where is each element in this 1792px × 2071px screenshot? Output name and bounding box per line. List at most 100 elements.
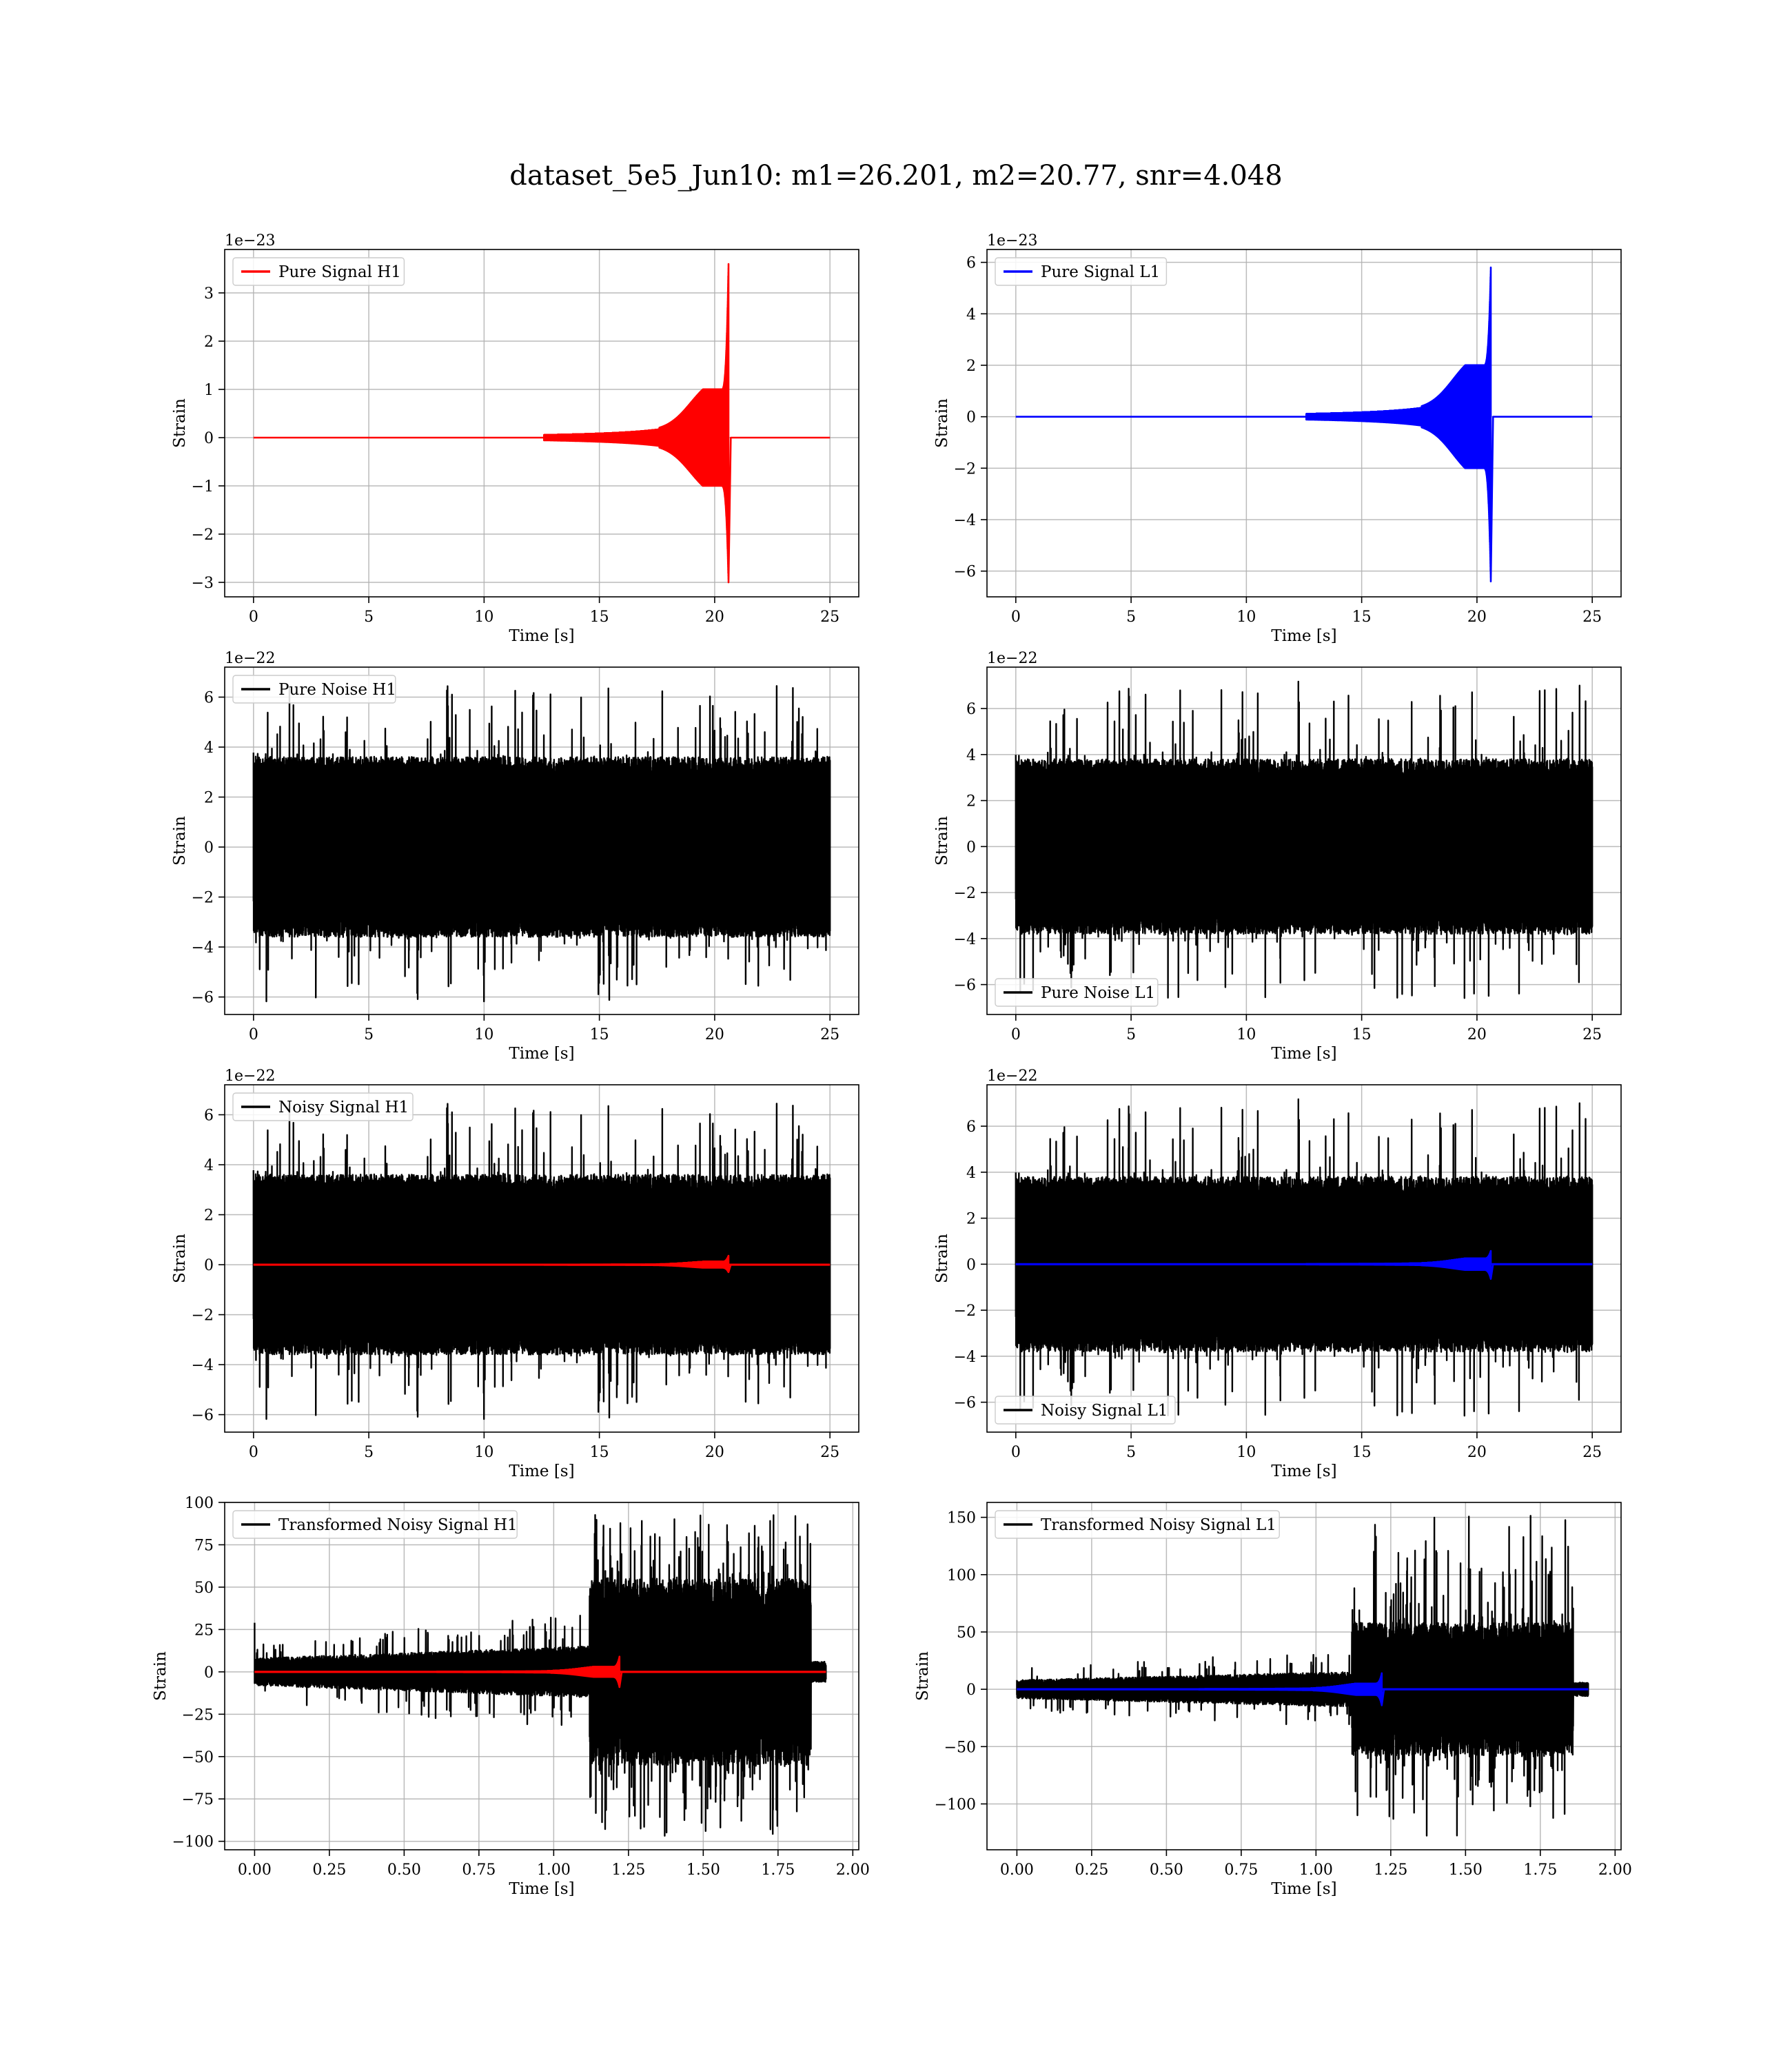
x-tick-label: 20 <box>1467 609 1487 626</box>
legend-entry: Noisy Signal H1 <box>278 1099 409 1116</box>
y-tick-label: 3 <box>204 285 214 303</box>
x-tick-label: 5 <box>364 609 374 626</box>
y-tick-label: 1 <box>204 382 214 399</box>
axis-offset-text: 1e−22 <box>987 650 1037 667</box>
x-tick-label: 0 <box>249 1026 258 1043</box>
y-tick-label: −2 <box>954 460 976 478</box>
x-tick-label: 0 <box>1011 1026 1021 1043</box>
x-axis-label: Time [s] <box>1271 1462 1336 1480</box>
x-tick-label: 20 <box>1467 1444 1487 1461</box>
legend-box <box>232 675 396 704</box>
y-tick-label: 6 <box>966 1119 976 1136</box>
series-line-transformed-noisy-signal-h1 <box>254 1514 827 1837</box>
x-tick-label: 0 <box>1011 609 1021 626</box>
figure-title: dataset_5e5_Jun10: m1=26.201, m2=20.77, … <box>509 160 1282 192</box>
x-tick-label: 0 <box>249 1444 258 1461</box>
legend-entry: Pure Signal H1 <box>278 263 401 281</box>
x-tick-label: 0.00 <box>1000 1861 1034 1879</box>
x-tick-label: 1.00 <box>1299 1861 1333 1879</box>
x-tick-label: 5 <box>1126 1444 1136 1461</box>
axis-offset-text: 1e−22 <box>225 1068 275 1085</box>
x-tick-label: 25 <box>820 609 839 626</box>
y-tick-label: 4 <box>204 739 214 757</box>
y-tick-label: 50 <box>194 1580 214 1597</box>
x-tick-label: 15 <box>1352 609 1372 626</box>
y-tick-label: 0 <box>204 839 214 857</box>
y-tick-label: −50 <box>944 1739 976 1756</box>
y-tick-label: −2 <box>954 885 976 902</box>
legend-box <box>232 1510 518 1539</box>
subplot-noisy-signal-l1: 0 5 10 15 20 25 −6 −4 −2 0 2 4 6 Time [s] Strain 1e−22 N… <box>933 1068 1622 1480</box>
x-axis-label: Time [s] <box>1271 1880 1336 1898</box>
x-tick-label: 15 <box>1352 1444 1372 1461</box>
legend-entry: Pure Signal L1 <box>1041 263 1160 281</box>
x-tick-label: 5 <box>1126 609 1136 626</box>
legend-box <box>995 257 1168 286</box>
legend: Pure Noise L1 <box>995 978 1159 1007</box>
x-tick-label: 0 <box>1011 1444 1021 1461</box>
y-tick-label: −6 <box>954 977 976 994</box>
y-axis-label: Strain <box>933 1234 951 1283</box>
y-tick-label: 100 <box>947 1567 976 1584</box>
x-tick-label: 15 <box>590 1444 609 1461</box>
axis-offset-text: 1e−22 <box>225 650 275 667</box>
y-tick-label: −4 <box>954 931 976 948</box>
x-tick-label: 1.25 <box>1374 1861 1407 1879</box>
y-tick-label: 0 <box>204 430 214 447</box>
y-tick-label: 4 <box>966 747 976 764</box>
x-tick-label: 5 <box>1126 1026 1136 1043</box>
y-tick-label: −75 <box>182 1791 214 1808</box>
x-tick-label: 15 <box>590 609 609 626</box>
legend-box <box>232 1092 414 1121</box>
subplot-pure-signal-h1: 0 5 10 15 20 25 −3 −2 −1 0 1 2 3 Time [s] Strain 1e−23P… <box>171 232 859 645</box>
subplot-pure-signal-l1: 0 5 10 15 20 25 −6 −4 −2 0 2 4 6 Time [s] Strain 1e−23P… <box>933 232 1622 645</box>
axes-frame <box>986 1502 1622 1850</box>
legend: Pure Signal H1 <box>232 257 405 286</box>
y-tick-label: 6 <box>966 701 976 718</box>
y-tick-label: 4 <box>204 1157 214 1174</box>
x-tick-label: 25 <box>1582 1026 1602 1043</box>
x-tick-label: 5 <box>364 1444 374 1461</box>
x-tick-label: 5 <box>364 1026 374 1043</box>
x-tick-label: 25 <box>1582 1444 1602 1461</box>
plot-area <box>253 263 831 584</box>
x-tick-label: 0.75 <box>1224 1861 1258 1879</box>
legend: Noisy Signal H1 <box>232 1092 414 1121</box>
series-line-noisy-signal-h1 <box>252 1103 831 1420</box>
x-tick-label: 15 <box>1352 1026 1372 1043</box>
x-tick-label: 10 <box>1236 1444 1256 1461</box>
y-tick-label: 2 <box>204 790 214 807</box>
y-tick-label: −25 <box>182 1706 214 1724</box>
y-axis-label: Strain <box>171 816 189 866</box>
x-tick-label: 1.75 <box>761 1861 795 1879</box>
y-axis-label: Strain <box>152 1651 170 1701</box>
y-tick-label: 6 <box>204 690 214 707</box>
y-tick-label: 6 <box>204 1108 214 1125</box>
legend: Pure Noise H1 <box>232 675 396 704</box>
x-tick-label: 20 <box>705 609 724 626</box>
x-axis-label: Time [s] <box>1271 1045 1336 1063</box>
plot-area <box>1016 1515 1589 1837</box>
legend-entry: Transformed Noisy Signal H1 <box>278 1516 518 1534</box>
x-tick-label: 20 <box>705 1444 724 1461</box>
x-tick-label: 20 <box>1467 1026 1487 1043</box>
legend-entry: Transformed Noisy Signal L1 <box>1041 1516 1276 1534</box>
legend: Pure Signal L1 <box>995 257 1168 286</box>
x-tick-label: 10 <box>474 609 493 626</box>
x-tick-label: 2.00 <box>836 1861 870 1879</box>
y-tick-label: 0 <box>966 409 976 427</box>
y-tick-label: 2 <box>204 334 214 351</box>
x-tick-label: 0.25 <box>1075 1861 1108 1879</box>
y-tick-label: 2 <box>204 1207 214 1225</box>
y-tick-label: −4 <box>192 1357 214 1374</box>
y-tick-label: −100 <box>172 1834 214 1851</box>
y-tick-label: −6 <box>954 1395 976 1412</box>
y-axis-label: Strain <box>171 398 189 448</box>
series-line-pure-signal-l1 <box>1015 266 1593 582</box>
y-tick-label: −2 <box>954 1303 976 1320</box>
y-tick-label: −100 <box>935 1796 976 1813</box>
y-tick-label: 50 <box>957 1624 976 1642</box>
x-axis-label: Time [s] <box>509 627 574 645</box>
